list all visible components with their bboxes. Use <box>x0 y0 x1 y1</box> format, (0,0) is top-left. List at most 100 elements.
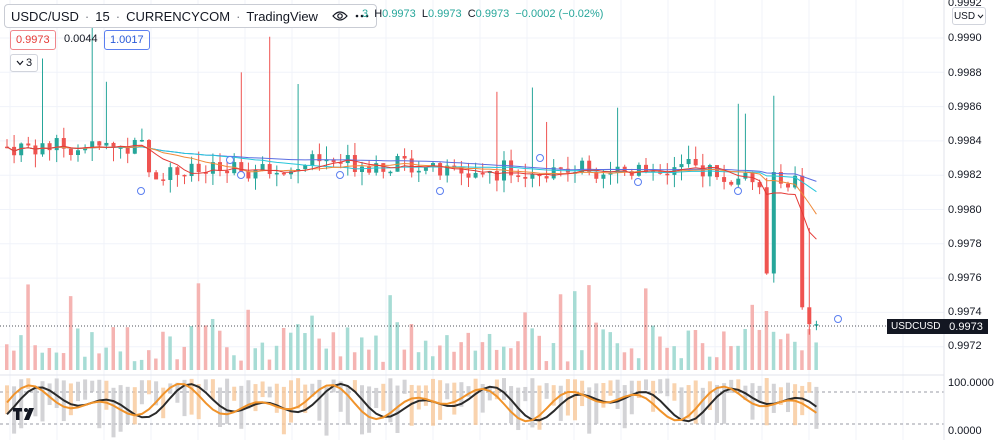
osc-histogram-bar <box>729 379 734 393</box>
volume-bar <box>267 359 272 370</box>
volume-bar <box>551 343 556 370</box>
osc-histogram-bar <box>19 379 24 429</box>
osc-histogram-bar <box>154 381 159 406</box>
volume-bar <box>168 336 172 370</box>
osc-histogram-bar <box>715 384 719 424</box>
osc-histogram-bar <box>423 385 428 406</box>
moving-averages <box>6 144 817 240</box>
candle-body <box>587 160 592 172</box>
candle-body <box>757 182 762 188</box>
candle-body <box>693 158 698 166</box>
sell-price-button[interactable]: 0.9973 <box>10 30 56 50</box>
osc-histogram-bar <box>246 380 251 409</box>
candle-body <box>736 178 741 185</box>
interval[interactable]: 15 <box>95 8 110 24</box>
candle-body <box>431 163 435 168</box>
volume-bar <box>530 328 534 370</box>
eye-icon[interactable] <box>332 10 348 22</box>
price-axis-label: 0.9984 <box>948 135 982 147</box>
volume-bar <box>196 283 201 370</box>
candle-body <box>83 147 88 151</box>
volume-bar <box>139 359 144 370</box>
buy-price-button[interactable]: 1.0017 <box>104 30 150 50</box>
price-axis-label: 0.9976 <box>948 272 982 284</box>
osc-histogram-bar <box>651 380 656 412</box>
volume-bar <box>644 288 648 370</box>
separator: · <box>84 8 90 24</box>
volume-bar <box>509 348 513 370</box>
volume-bar <box>416 352 421 370</box>
candle-body <box>722 177 727 182</box>
osc-histogram-bar <box>693 380 698 424</box>
volume-bar <box>665 347 669 370</box>
volume-bar <box>523 312 527 370</box>
ohlc-readout: 3 H0.9973 L0.9973 C0.9973 −0.0002 (−0.02… <box>362 8 606 20</box>
candle-body <box>814 324 819 326</box>
osc-histogram-bar <box>118 385 123 432</box>
osc-histogram-bar <box>281 386 286 435</box>
candle-body <box>686 158 691 165</box>
osc-histogram-bar <box>494 379 499 400</box>
osc-histogram-bar <box>345 386 350 425</box>
osc-histogram-bar <box>97 379 102 429</box>
volume-bar <box>40 352 44 370</box>
volume-bar <box>636 358 641 370</box>
candle-body <box>125 147 130 154</box>
tradingview-logo[interactable] <box>12 404 42 424</box>
chevron-down-icon <box>977 11 984 22</box>
candle-body <box>19 143 24 156</box>
separator: · <box>115 8 121 24</box>
volume-bar <box>480 342 485 370</box>
candle-body <box>459 167 464 174</box>
more-icon[interactable] <box>354 10 370 22</box>
osc-histogram-bar <box>54 378 59 408</box>
volume-bar <box>33 345 37 370</box>
candle-body <box>168 167 173 180</box>
osc-histogram-bar <box>310 383 315 397</box>
candle-body <box>636 164 641 176</box>
osc-histogram-bar <box>523 386 528 402</box>
volume-bar <box>786 333 790 370</box>
volume-bar <box>125 327 130 370</box>
candle-body <box>345 155 350 164</box>
volume-bar <box>210 318 215 370</box>
osc-histogram-bar <box>26 378 31 389</box>
volume-bar <box>76 328 80 370</box>
candle-body <box>182 174 187 177</box>
volume-bar <box>374 335 378 370</box>
candle-body <box>594 171 599 179</box>
volume-bar <box>743 328 747 370</box>
candle-body <box>743 172 748 179</box>
volume-bar <box>686 330 691 370</box>
close-label: C <box>467 8 476 20</box>
volume-bar <box>203 325 208 370</box>
osc-histogram-bar <box>707 381 712 411</box>
osc-histogram-bar <box>459 382 464 407</box>
volume-bar <box>225 347 229 370</box>
volume-bar <box>281 327 286 370</box>
osc-histogram-bar <box>33 387 38 417</box>
symbol-name[interactable]: USDC/USD <box>11 8 79 24</box>
volume-bar <box>182 346 186 370</box>
osc-histogram-bar <box>608 380 613 396</box>
osc-histogram-bar <box>658 379 663 394</box>
volume-bar <box>132 361 137 370</box>
osc-histogram-bar <box>76 381 80 402</box>
osc-histogram-bar <box>530 378 535 428</box>
volume-bar <box>331 332 336 370</box>
volume-bar <box>800 350 804 370</box>
volume-bar <box>68 296 73 370</box>
low-label: L <box>421 8 428 20</box>
signal-marker <box>734 187 742 195</box>
indicators-toggle[interactable]: 3 <box>10 54 38 72</box>
osc-histogram-bar <box>125 386 130 424</box>
candle-body <box>729 181 734 185</box>
volume-bar <box>352 352 357 370</box>
osc-histogram-bar <box>303 384 308 413</box>
volume-bar <box>445 335 449 370</box>
volume-bar <box>239 360 243 370</box>
volume-bar <box>629 348 634 370</box>
symbol-bar[interactable]: USDC/USD · 15 · CURRENCYCOM · TradingVie… <box>4 4 377 28</box>
currency-select[interactable]: USD <box>952 7 986 25</box>
